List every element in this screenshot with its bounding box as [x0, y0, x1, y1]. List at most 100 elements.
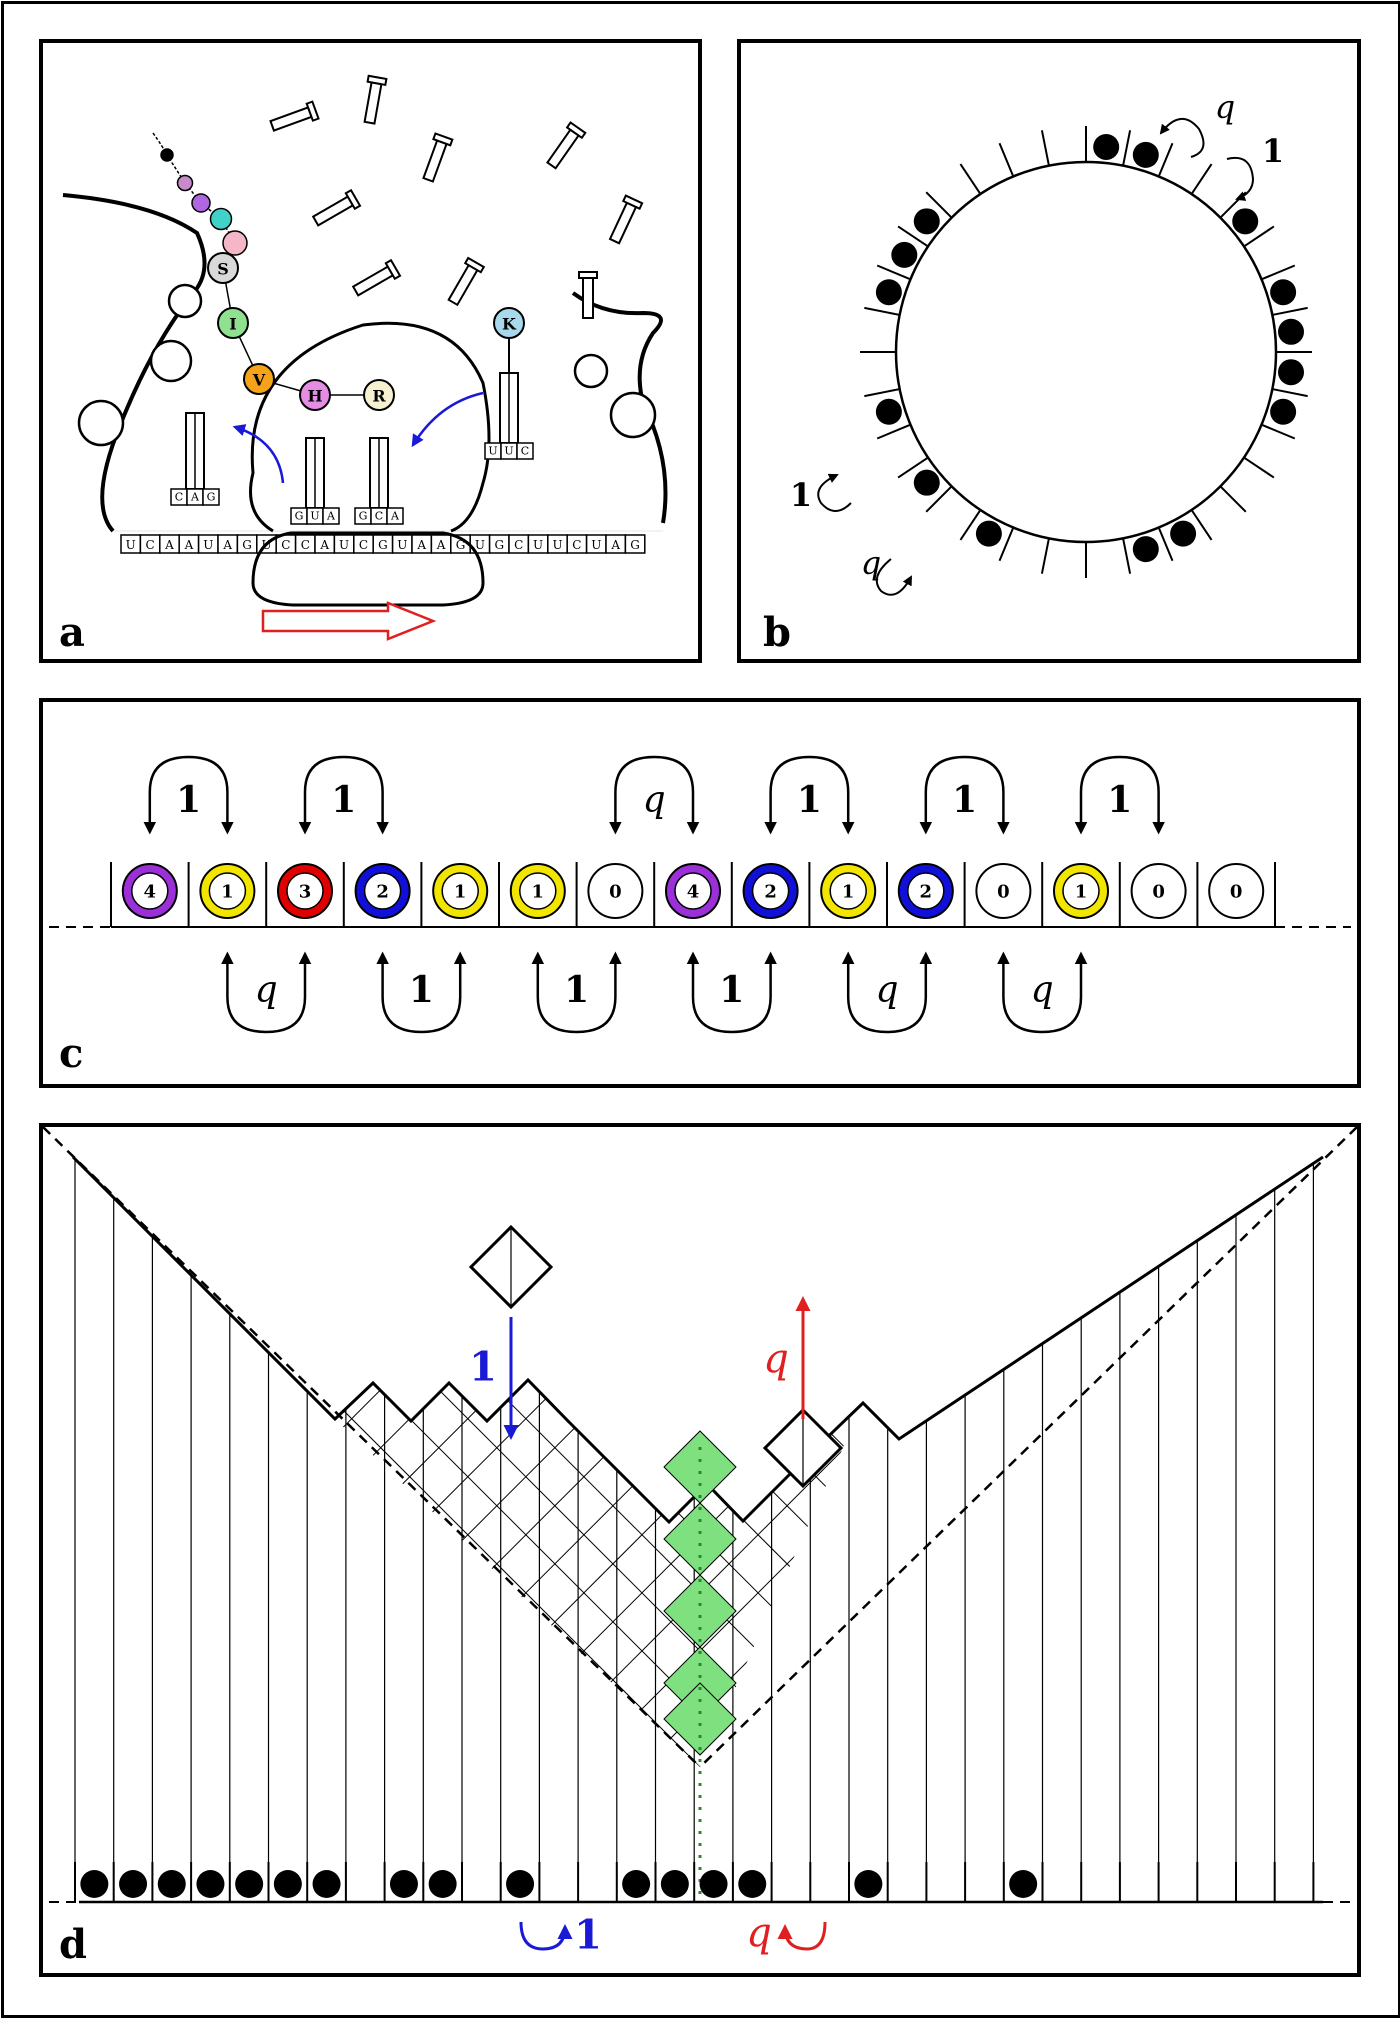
mrna-base: C: [514, 538, 523, 552]
free-trna: [608, 194, 644, 245]
grid-diagonal: [43, 1167, 120, 1767]
mrna-cell: [624, 534, 646, 554]
site-value: 1: [1075, 882, 1088, 903]
amino-acid-incoming-label: K: [502, 315, 517, 334]
rate-arc-bottom: [686, 951, 777, 1034]
bottom-arrow-q: [777, 1921, 827, 1951]
particle: [1270, 398, 1297, 425]
anticodon-base: U: [488, 445, 497, 458]
ribosome-small: [167, 283, 203, 319]
site-empty: [1130, 863, 1187, 919]
ring: [894, 160, 1278, 544]
rate-arc-bottom: [221, 951, 312, 1034]
free-trna: [578, 271, 598, 319]
site-core: [363, 872, 402, 910]
rate-label-top: 1: [331, 779, 356, 821]
free-trna-head: [463, 256, 486, 274]
site-divider: [1272, 388, 1308, 398]
rate-arc-top: [764, 755, 855, 835]
rate-arc-top: [609, 755, 700, 835]
grid-diagonal: [335, 1380, 759, 1767]
anticodon-base: A: [190, 491, 200, 504]
particle: [1170, 520, 1197, 547]
grid-diagonal: [351, 1380, 863, 1767]
site-value: 2: [764, 882, 777, 903]
grid-diagonal: [335, 1380, 662, 1767]
anticodon-base: C: [521, 445, 529, 458]
rate-label-top: q: [643, 780, 666, 821]
rate-arc-top: [298, 755, 389, 835]
free-trna-body: [363, 81, 383, 125]
mrna-base: U: [591, 538, 601, 552]
ribosome-small: [149, 339, 193, 383]
anticodon-cell: [516, 442, 534, 460]
site-divider: [1272, 306, 1308, 316]
grid-diagonal: [1029, 1167, 1357, 1767]
rate-label-bottom: 1: [564, 969, 589, 1011]
mrna-base: C: [301, 538, 310, 552]
highlight-tile: [663, 1430, 737, 1504]
grid-diagonal: [335, 1380, 720, 1767]
anticodon-base: G: [207, 491, 216, 504]
site-empty: [975, 863, 1032, 919]
particle: [975, 520, 1002, 547]
grid-diagonal: [335, 1380, 643, 1767]
rate-1-bottom: 1: [790, 476, 812, 514]
particle: [622, 1870, 651, 1898]
free-trna: [422, 132, 454, 183]
peptide-bead: [222, 230, 248, 256]
site-core: [751, 872, 790, 910]
grid-diagonal: [467, 1380, 863, 1767]
grid-diagonal: [1281, 1167, 1358, 1767]
site-divider: [1219, 485, 1247, 513]
grid-diagonal: [335, 1380, 353, 1767]
rate-label-top: 1: [176, 779, 201, 821]
anticodon-base: U: [310, 510, 319, 523]
anticodon-base: U: [504, 445, 513, 458]
rate-arc-bottom: [841, 951, 933, 1034]
grid-diagonal: [525, 1380, 863, 1767]
amino-acid: [363, 379, 395, 411]
site-divider: [1040, 538, 1050, 574]
mrna-base: A: [610, 538, 620, 552]
amino-acid-incoming: [493, 307, 525, 339]
ribosome-small: [609, 391, 657, 439]
site-divider: [925, 485, 953, 513]
free-trna-body: [582, 277, 594, 319]
rate-1-top: 1: [1262, 132, 1284, 170]
amino-acid: [243, 363, 275, 395]
site-divider: [876, 423, 911, 440]
rate-arc-top: [919, 755, 1010, 835]
anticodon-base: C: [375, 510, 383, 523]
rate-arc-bottom: [531, 951, 622, 1034]
grid-diagonal: [335, 1380, 701, 1767]
arrow-enter: [411, 391, 484, 448]
grid-diagonal: [680, 1380, 863, 1767]
particle: [1270, 279, 1297, 306]
small-subunit: [251, 531, 485, 607]
site-divider: [1157, 527, 1174, 562]
particle: [875, 279, 902, 306]
grid-diagonal: [1106, 1167, 1357, 1767]
anticodon-cell: [322, 507, 340, 525]
rate-q-bottom: q: [861, 544, 881, 582]
grid-diagonal: [1339, 1167, 1357, 1767]
grid-diagonal: [335, 1380, 411, 1767]
site-divider: [1040, 130, 1050, 166]
grid-diagonal: [738, 1380, 863, 1767]
particle: [1278, 359, 1305, 386]
panel-a-label: a: [59, 609, 85, 656]
site-value: 0: [997, 882, 1010, 903]
grid-diagonal: [854, 1380, 863, 1767]
grid-diagonal: [757, 1380, 863, 1767]
grid-diagonal: [1203, 1167, 1357, 1767]
particle: [1093, 133, 1120, 160]
amino-acid: [207, 252, 239, 284]
site-core: [441, 872, 479, 910]
rate-arrow-q-top: [1159, 118, 1205, 158]
free-trna-head: [578, 271, 598, 279]
particle: [312, 1870, 341, 1898]
grid-diagonal: [43, 1167, 139, 1767]
particle: [1232, 208, 1259, 235]
